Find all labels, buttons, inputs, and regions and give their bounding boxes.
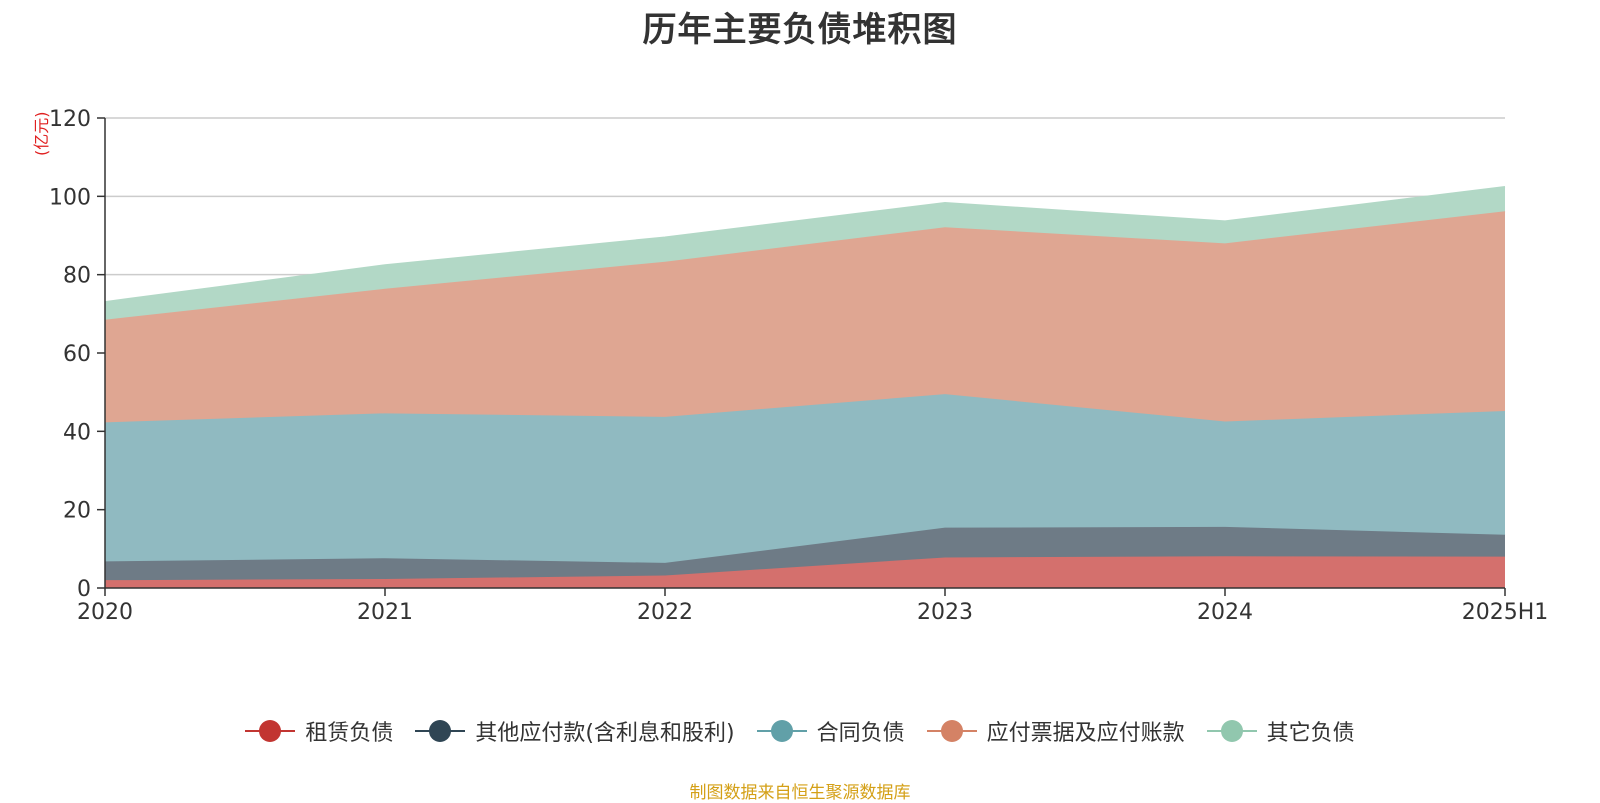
legend-label: 应付票据及应付账款 xyxy=(987,715,1185,747)
y-tick-label: 20 xyxy=(63,499,91,524)
legend-label: 其它负债 xyxy=(1267,715,1355,747)
y-tick-label: 40 xyxy=(63,420,91,445)
x-tick-label: 2024 xyxy=(1197,600,1253,625)
legend-marker-icon xyxy=(245,719,295,743)
legend-item[interactable]: 租赁负债 xyxy=(245,715,393,747)
y-tick-label: 60 xyxy=(63,342,91,367)
y-tick-label: 120 xyxy=(49,107,91,132)
legend-marker-icon xyxy=(1207,719,1257,743)
source-note: 制图数据来自恒生聚源数据库 xyxy=(0,778,1600,803)
y-tick-label: 0 xyxy=(77,577,91,602)
x-tick-label: 2023 xyxy=(917,600,973,625)
legend-item[interactable]: 合同负债 xyxy=(757,715,905,747)
legend-label: 合同负债 xyxy=(817,715,905,747)
legend-item[interactable]: 其它负债 xyxy=(1207,715,1355,747)
legend-marker-icon xyxy=(757,719,807,743)
y-tick-label: 80 xyxy=(63,264,91,289)
legend-marker-icon xyxy=(415,719,465,743)
stacked-area-chart: 0 20 40 60 80 100 120 2020 2021 2022 2023 2024 2025H… xyxy=(0,0,1600,700)
x-tick-label: 2021 xyxy=(357,600,413,625)
legend-item[interactable]: 应付票据及应付账款 xyxy=(927,715,1185,747)
legend-label: 租赁负债 xyxy=(305,715,393,747)
x-tick-label: 2025H1 xyxy=(1462,600,1549,625)
x-tick-label: 2020 xyxy=(77,600,133,625)
legend-item[interactable]: 其他应付款(含利息和股利) xyxy=(415,715,734,747)
x-tick-label: 2022 xyxy=(637,600,693,625)
legend-marker-icon xyxy=(927,719,977,743)
y-tick-label: 100 xyxy=(49,185,91,210)
legend-label: 其他应付款(含利息和股利) xyxy=(475,715,734,747)
chart-legend: 租赁负债 其他应付款(含利息和股利) 合同负债 应付票据及应付账款 其它负债 xyxy=(0,715,1600,747)
